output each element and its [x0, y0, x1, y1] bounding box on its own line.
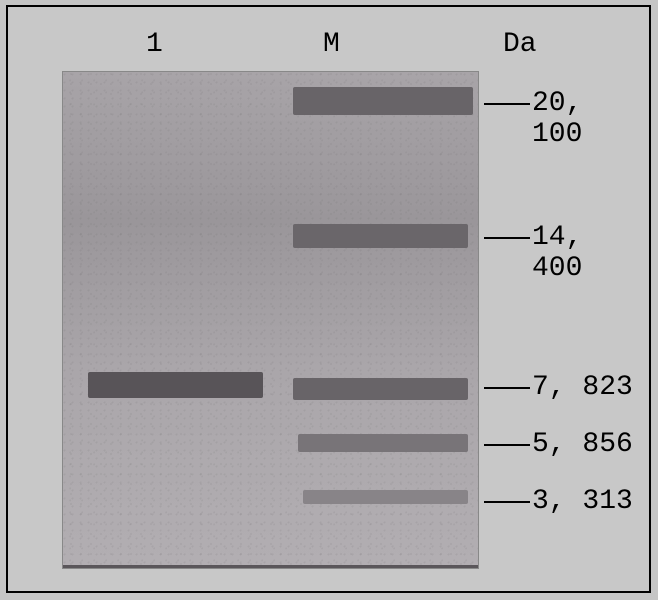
marker-band-3313 [303, 490, 468, 504]
marker-band-14400 [293, 224, 468, 248]
marker-band-7823 [293, 378, 468, 400]
tick-3313 [484, 501, 530, 503]
tick-7823 [484, 387, 530, 389]
tick-5856 [484, 444, 530, 446]
figure-frame: 1 M Da 20, 100 14, 400 7, 823 5, 856 3, … [6, 5, 651, 593]
mw-label-3313: 3, 313 [532, 486, 633, 517]
lane-m-label: M [323, 29, 340, 60]
sample-band-lane1 [88, 372, 263, 398]
gel-image [62, 71, 479, 569]
marker-band-5856 [298, 434, 468, 452]
gel-bottom-edge [63, 565, 478, 568]
mw-label-5856: 5, 856 [532, 429, 633, 460]
marker-band-20100 [293, 87, 473, 115]
lane-1-label: 1 [146, 29, 163, 60]
mw-label-14400: 14, 400 [532, 222, 649, 284]
tick-20100 [484, 103, 530, 105]
da-header: Da [503, 29, 537, 60]
mw-label-7823: 7, 823 [532, 372, 633, 403]
mw-label-20100: 20, 100 [532, 88, 649, 150]
tick-14400 [484, 237, 530, 239]
